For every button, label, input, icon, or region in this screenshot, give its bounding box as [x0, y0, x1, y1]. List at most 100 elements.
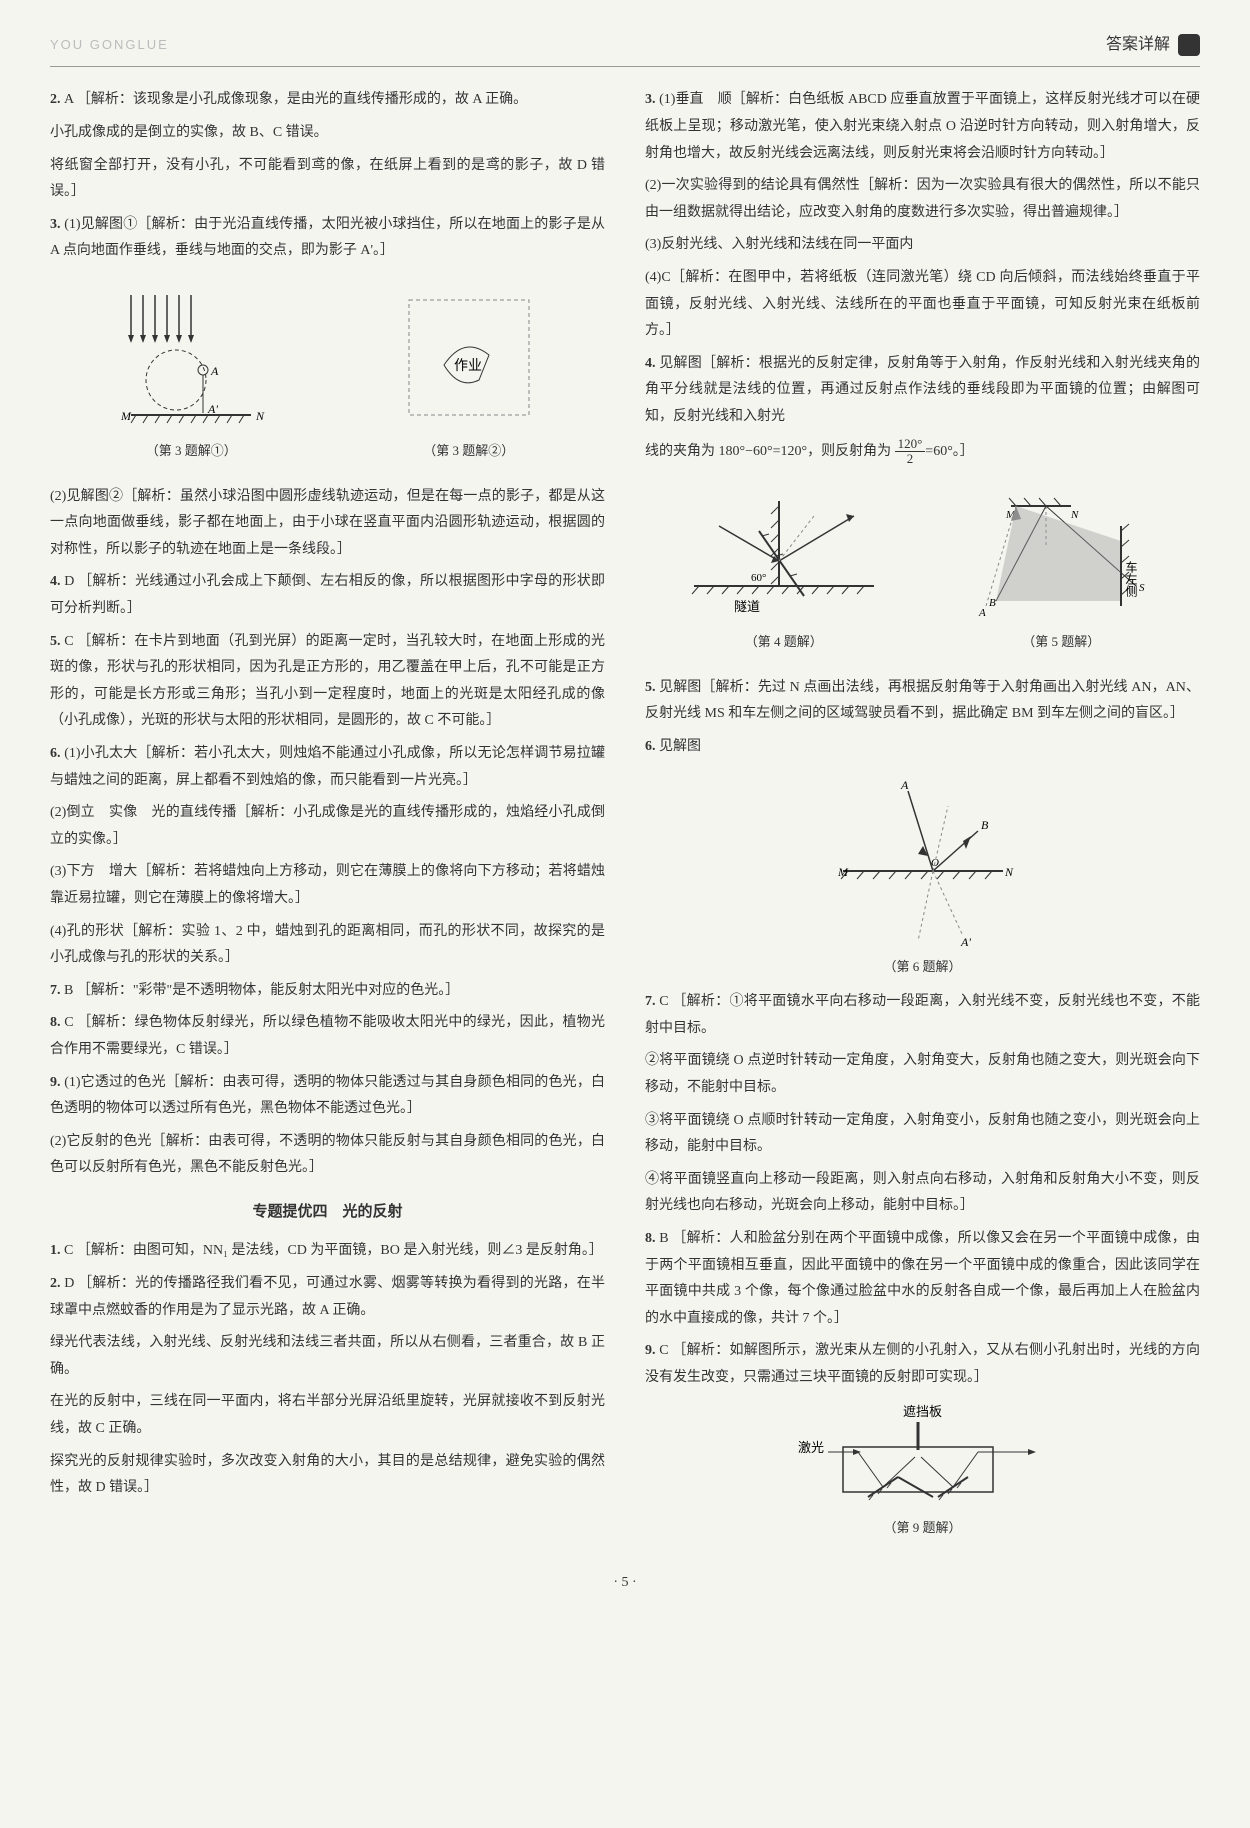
answer-item: (4)孔的形状［解析：实验 1、2 中，蜡烛到孔的距离相同，而孔的形状不同，故探…	[50, 919, 605, 972]
item-number: 4.	[645, 356, 659, 371]
item-text: ［解析：①将平面镜水平向右移动一段距离，入射光线不变，反射光线也不变，不能射中目…	[645, 994, 1200, 1036]
answer-item: ④将平面镜竖直向上移动一段距离，则入射点向右移动，入射角和反射角大小不变，则反射…	[645, 1167, 1200, 1220]
item-text: ④将平面镜竖直向上移动一段距离，则入射点向右移动，入射角和反射角大小不变，则反射…	[645, 1172, 1200, 1214]
figure-6-caption: （第 6 题解）	[645, 955, 1200, 980]
answer-item: 6. 见解图	[645, 734, 1200, 761]
item-number: 8.	[50, 1015, 64, 1030]
answer-item: 8. B ［解析：人和脸盆分别在两个平面镜中成像，所以像又会在另一个平面镜中成像…	[645, 1226, 1200, 1332]
svg-text:遮挡板: 遮挡板	[903, 1404, 942, 1419]
item-text: (2)它反射的色光［解析：由表可得，不透明的物体只能反射与其自身颜色相同的色光，…	[50, 1134, 605, 1176]
figure-9-svg: 遮挡板 激光	[793, 1402, 1053, 1512]
answer-item: 绿光代表法线，入射光线、反射光线和法线三者共面，所以从右侧看，三者重合，故 B …	[50, 1330, 605, 1383]
figure-4-caption: （第 4 题解）	[684, 630, 884, 655]
answer-item: (2)一次实验得到的结论具有偶然性［解析：因为一次实验具有很大的偶然性，所以不能…	[645, 173, 1200, 226]
answer-item: 5. 见解图［解析：先过 N 点画出法线，再根据反射角等于入射角画出入射光线 A…	[645, 675, 1200, 728]
item-number: 7.	[50, 983, 64, 998]
answer-item: 将纸窗全部打开，没有小孔，不可能看到鸢的像，在纸屏上看到的是鸢的影子，故 D 错…	[50, 153, 605, 206]
item-text: ［解析：绿色物体反射绿光，所以绿色植物不能吸收太阳光中的绿光，因此，植物光合作用…	[50, 1015, 605, 1057]
header-left-text: YOU GONGLUE	[50, 33, 169, 58]
figure-6-svg: M N A B O A'	[813, 771, 1033, 951]
item-text: ［解析：如解图所示，激光束从左侧的小孔射入，又从右侧小孔射出时，光线的方向没有发…	[645, 1343, 1200, 1385]
item-text: (4)孔的形状［解析：实验 1、2 中，蜡烛到孔的距离相同，而孔的形状不同，故探…	[50, 924, 605, 966]
item-text: 见解图［解析：先过 N 点画出法线，再根据反射角等于入射角画出入射光线 AN，A…	[645, 680, 1200, 722]
header-right: 答案详解	[1106, 30, 1200, 60]
item-text: (3)下方 增大［解析：若将蜡烛向上方移动，则它在薄膜上的像将向下方移动；若将蜡…	[50, 864, 605, 906]
answer-letter: C	[64, 1243, 77, 1258]
answer-item: 在光的反射中，三线在同一平面内，将右半部分光屏沿纸里旋转，光屏就接收不到反射光线…	[50, 1389, 605, 1442]
figure-4: 60° 隧道 （第 4 题解）	[684, 486, 884, 655]
svg-text:激光: 激光	[798, 1440, 824, 1455]
item-number: 4.	[50, 574, 64, 589]
header-right-text: 答案详解	[1106, 30, 1170, 60]
header-icon	[1178, 34, 1200, 56]
figure-6: M N A B O A' （第 6 题解）	[645, 771, 1200, 980]
item-text: 小孔成像成的是倒立的实像，故 B、C 错误。	[50, 125, 328, 140]
item-text: 见解图	[659, 739, 701, 754]
svg-text:隧道: 隧道	[734, 599, 760, 614]
item-text: (3)反射光线、入射光线和法线在同一平面内	[645, 237, 913, 252]
item-text: (1)垂直 顺［解析：白色纸板 ABCD 应垂直放置于平面镜上，这样反射光线才可…	[645, 92, 1200, 160]
svg-text:N: N	[255, 409, 265, 423]
item-text: (2)一次实验得到的结论具有偶然性［解析：因为一次实验具有很大的偶然性，所以不能…	[645, 178, 1200, 220]
answer-item: 2. D ［解析：光的传播路径我们看不见，可通过水雾、烟雾等转换为看得到的光路，…	[50, 1271, 605, 1324]
item-text: (1)见解图①［解析：由于光沿直线传播，太阳光被小球挡住，所以在地面上的影子是从…	[50, 217, 605, 259]
answer-item: 3. (1)见解图①［解析：由于光沿直线传播，太阳光被小球挡住，所以在地面上的影…	[50, 212, 605, 265]
item-text: (1)它透过的色光［解析：由表可得，透明的物体只能透过与其自身颜色相同的色光，白…	[50, 1075, 605, 1117]
item-text: ［解析：在卡片到地面（孔到光屏）的距离一定时，当孔较大时，在地面上形成的光斑的像…	[50, 634, 605, 729]
svg-text:A: A	[978, 607, 986, 619]
section-title: 专题提优四 光的反射	[50, 1198, 605, 1227]
answer-item: 1. C ［解析：由图可知，NN₁ 是法线，CD 为平面镜，BO 是入射光线，则…	[50, 1238, 605, 1265]
answer-item: 4. D ［解析：光线通过小孔会成上下颠倒、左右相反的像，所以根据图形中字母的形…	[50, 569, 605, 622]
figure-5-svg: M N A B S 车左侧	[961, 486, 1161, 626]
svg-text:B: B	[989, 597, 996, 609]
answer-letter: D	[64, 574, 78, 589]
item-number: 6.	[645, 739, 659, 754]
figure-4-5-row: 60° 隧道 （第 4 题解） M N A B S	[645, 476, 1200, 665]
answer-item: 9. (1)它透过的色光［解析：由表可得，透明的物体只能透过与其自身颜色相同的色…	[50, 1070, 605, 1123]
answer-item: (2)倒立 实像 光的直线传播［解析：小孔成像是光的直线传播形成的，烛焰经小孔成…	[50, 800, 605, 853]
svg-text:N: N	[1004, 865, 1014, 879]
figure-3-1-caption: （第 3 题解①）	[111, 439, 271, 464]
item-number: 1.	[50, 1243, 64, 1258]
item-text: ［解析："彩带"是不透明物体，能反射太阳光中对应的色光。］	[77, 983, 459, 998]
item-text: ③将平面镜绕 O 点顺时针转动一定角度，入射角变小，反射角也随之变小，则光斑会向…	[645, 1113, 1200, 1155]
item-text: (2)见解图②［解析：虽然小球沿图中圆形虚线轨迹运动，但是在每一点的影子，都是从…	[50, 489, 605, 557]
figure-5-caption: （第 5 题解）	[961, 630, 1161, 655]
svg-text:A': A'	[207, 402, 218, 416]
figure-3-2-svg: 作业	[394, 285, 544, 435]
answer-item: 4. 见解图［解析：根据光的反射定律，反射角等于入射角，作反射光线和入射光线夹角…	[645, 351, 1200, 431]
figure-9: 遮挡板 激光 （第 9 题解）	[645, 1402, 1200, 1541]
answer-item: 3. (1)垂直 顺［解析：白色纸板 ABCD 应垂直放置于平面镜上，这样反射光…	[645, 87, 1200, 167]
item-text: ［解析：人和脸盆分别在两个平面镜中成像，所以像又会在另一个平面镜中成像，由于两个…	[645, 1231, 1200, 1326]
answer-item: ②将平面镜绕 O 点逆时针转动一定角度，入射角变大，反射角也随之变大，则光斑会向…	[645, 1048, 1200, 1101]
left-column: 2. A ［解析：该现象是小孔成像现象，是由光的直线传播形成的，故 A 正确。小…	[50, 87, 605, 1550]
answer-item: 5. C ［解析：在卡片到地面（孔到光屏）的距离一定时，当孔较大时，在地面上形成…	[50, 629, 605, 735]
item-text: ［解析：由图可知，NN₁ 是法线，CD 为平面镜，BO 是入射光线，则∠3 是反…	[77, 1243, 603, 1258]
item-text: 见解图［解析：根据光的反射定律，反射角等于入射角，作反射光线和入射光线夹角的角平…	[645, 356, 1200, 424]
item-number: 7.	[645, 994, 659, 1009]
item-text: ［解析：光线通过小孔会成上下颠倒、左右相反的像，所以根据图形中字母的形状即可分析…	[50, 574, 605, 616]
figure-3-2-caption: （第 3 题解②）	[394, 439, 544, 464]
fraction: 120°2	[895, 437, 926, 467]
item-text: 将纸窗全部打开，没有小孔，不可能看到鸢的像，在纸屏上看到的是鸢的影子，故 D 错…	[50, 158, 605, 200]
item-text: ［解析：光的传播路径我们看不见，可通过水雾、烟雾等转换为看得到的光路，在半球罩中…	[50, 1276, 605, 1318]
answer-letter: B	[64, 983, 77, 998]
answer-item: (2)它反射的色光［解析：由表可得，不透明的物体只能反射与其自身颜色相同的色光，…	[50, 1129, 605, 1182]
item-text: 探究光的反射规律实验时，多次改变入射角的大小，其目的是总结规律，避免实验的偶然性…	[50, 1454, 605, 1496]
item-text: ②将平面镜绕 O 点逆时针转动一定角度，入射角变大，反射角也随之变大，则光斑会向…	[645, 1053, 1200, 1095]
item-number: 3.	[50, 217, 64, 232]
item-number: 5.	[50, 634, 64, 649]
answer-item: 小孔成像成的是倒立的实像，故 B、C 错误。	[50, 120, 605, 147]
item-text: (1)小孔太大［解析：若小孔太大，则烛焰不能通过小孔成像，所以无论怎样调节易拉罐…	[50, 746, 605, 788]
answer-item: 7. B ［解析："彩带"是不透明物体，能反射太阳光中对应的色光。］	[50, 978, 605, 1005]
answer-letter: C	[64, 634, 77, 649]
figure-3-2: 作业 （第 3 题解②）	[394, 285, 544, 464]
answer-item: ③将平面镜绕 O 点顺时针转动一定角度，入射角变小，反射角也随之变小，则光斑会向…	[645, 1108, 1200, 1161]
item-number: 9.	[50, 1075, 64, 1090]
answer-item: 6. (1)小孔太大［解析：若小孔太大，则烛焰不能通过小孔成像，所以无论怎样调节…	[50, 741, 605, 794]
right-column: 3. (1)垂直 顺［解析：白色纸板 ABCD 应垂直放置于平面镜上，这样反射光…	[645, 87, 1200, 1550]
item-number: 2.	[50, 92, 64, 107]
item-number: 2.	[50, 1276, 64, 1291]
figure-3-row: A A' M N （第 3 题解①） 作业 （第 3 题解②）	[50, 275, 605, 474]
svg-text:M: M	[120, 409, 132, 423]
